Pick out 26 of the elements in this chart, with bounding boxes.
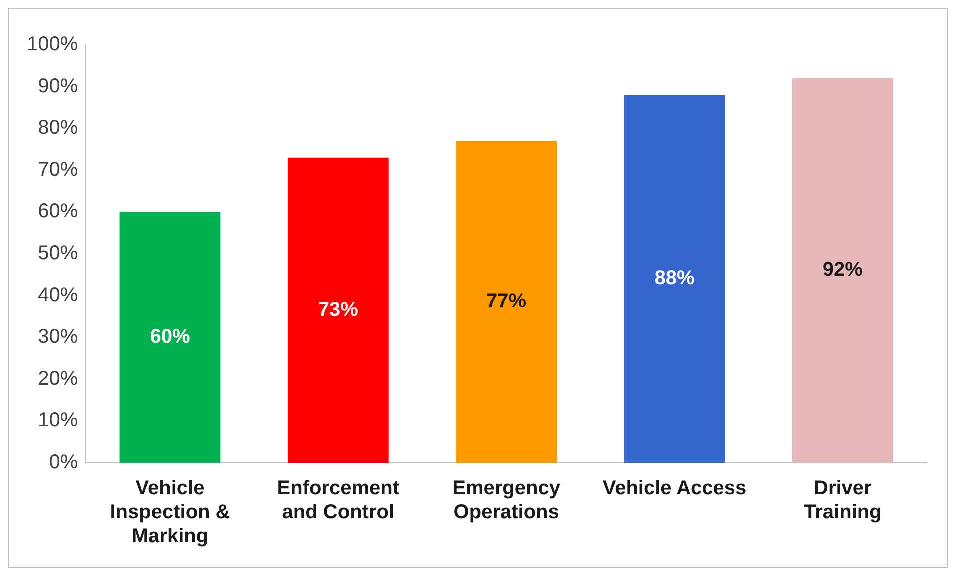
bar [120,212,221,463]
data-label: 77% [486,290,527,313]
x-tick-label: Driver Training [804,478,882,524]
y-tick-label: 20% [38,368,78,390]
bar [456,141,558,463]
x-tick-label: Emergency Operations [452,478,562,524]
data-label: 60% [150,326,190,348]
y-tick-label: 40% [38,284,78,306]
y-tick-label: 70% [38,158,78,181]
y-tick-label: 90% [38,75,78,98]
y-tick-label: 0% [49,452,78,474]
y-tick-label: 50% [38,242,78,265]
y-tick-label: 80% [38,117,78,140]
bar [624,95,726,463]
data-label: 92% [822,259,864,282]
x-tick-label: Vehicle Inspection & Marking [110,478,230,548]
x-tick-label: Vehicle Access [602,478,747,500]
y-tick-label: 60% [38,200,78,223]
x-tick-label: Enforcement and Control [277,478,400,524]
y-tick-label: 100% [26,34,78,56]
data-label: 73% [318,298,359,321]
bar [792,78,894,463]
y-tick-label: 30% [38,326,78,348]
bar [288,158,389,463]
data-label: 88% [654,268,695,290]
y-tick-label: 10% [38,410,78,432]
